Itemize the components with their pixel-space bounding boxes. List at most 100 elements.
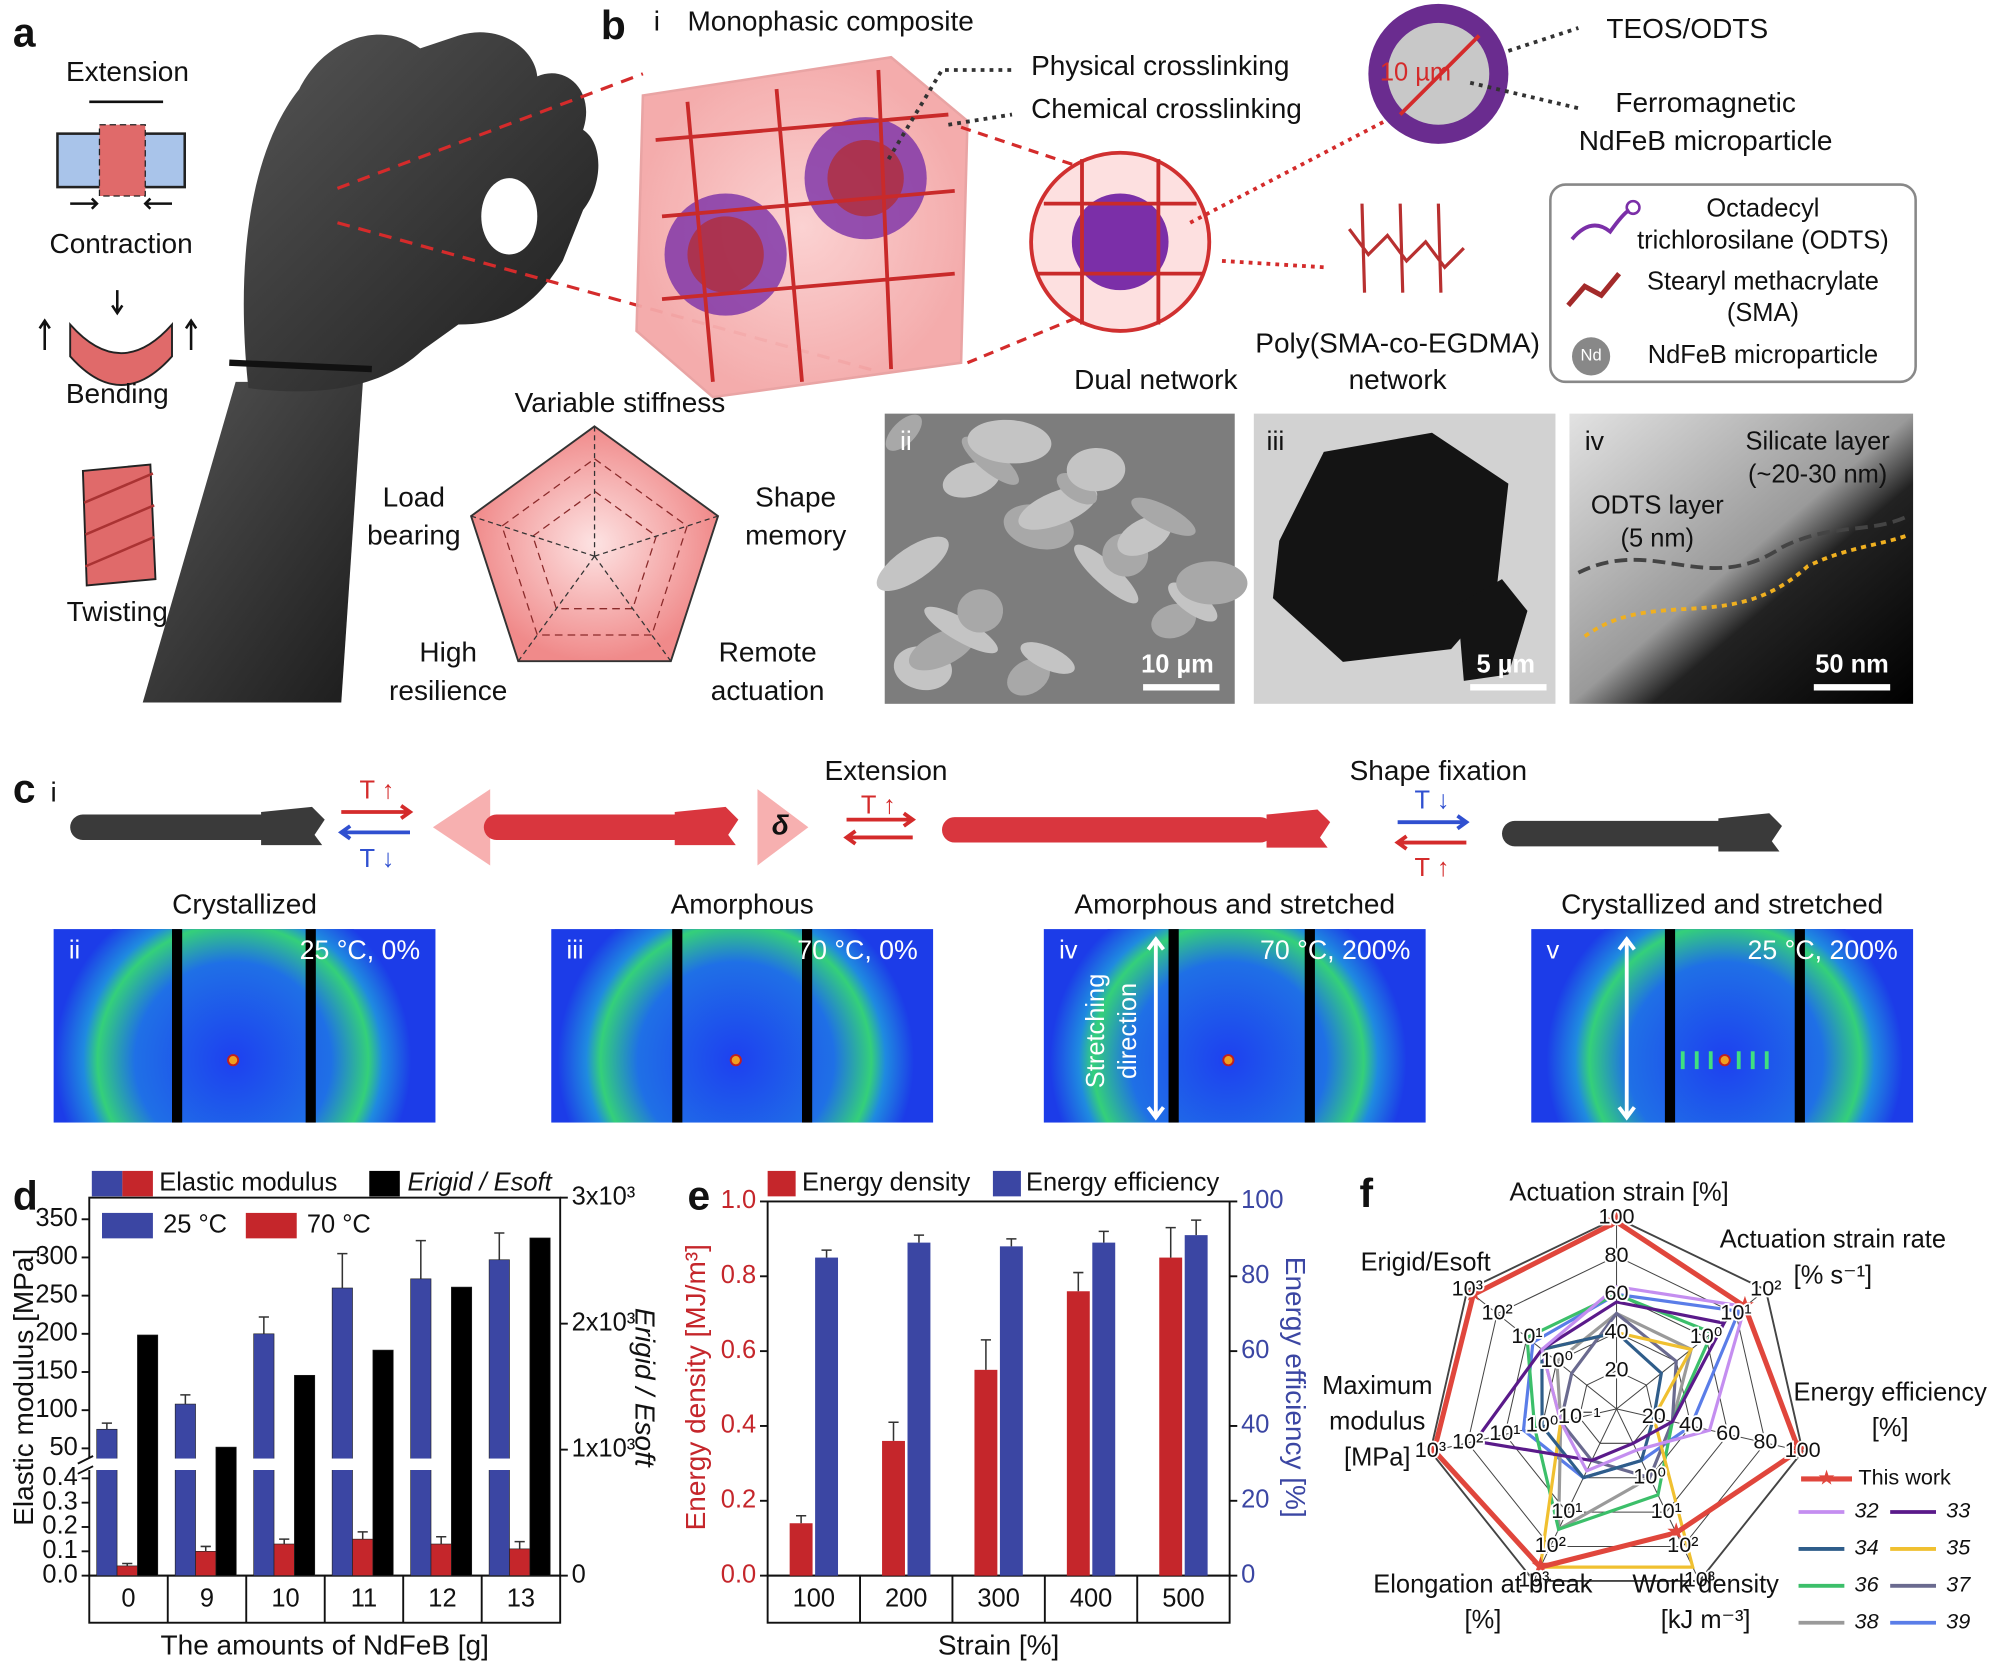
bar [815,1257,839,1576]
zoom-line [336,72,644,190]
y2-tick-label: 2x10³ [572,1308,636,1336]
y-tick-label: 0.2 [721,1486,756,1514]
radar-series [1540,1285,1747,1473]
pentagon-spoke [594,555,672,662]
pentagon-spoke [517,555,596,662]
twisting-icon [81,463,157,587]
bar [1092,1242,1116,1576]
x-tick-label: 12 [428,1585,456,1613]
label: (~20-30 nm) [1748,461,1887,489]
polymer-icon [1348,203,1465,293]
zoom-line [337,221,879,374]
label: ODTS layer [1591,491,1724,519]
legend-swatch [767,1170,796,1197]
y-tick-label: 0.8 [721,1261,756,1289]
scale-label: 10 µm [1141,650,1214,678]
radar-axis-label: [%] [1872,1414,1909,1442]
error-bar [337,1252,348,1288]
radar-tick-label: 10⁻¹ [1558,1403,1601,1428]
error-bar [514,1540,525,1549]
radar-series [1525,1292,1715,1532]
y-tick-label: 0.4 [721,1411,756,1439]
legend-label: Energy density [802,1168,971,1196]
legend-label: Erigid / Esoft [407,1168,552,1196]
legend-label: 38 [1855,1608,1879,1633]
hand-shape [1718,813,1782,852]
radar-axis-label: Elongation at break [1373,1571,1592,1599]
y2-tick-label: 1x10³ [572,1434,636,1462]
bar [410,1278,432,1576]
pentagon-spoke [470,515,595,557]
diffraction-streak [1680,1051,1685,1070]
condition: 70 °C, 0% [797,935,918,965]
star-marker: ★ [1530,1552,1551,1578]
y-tick-label: 0.3 [42,1487,77,1515]
sem-grain [957,589,1004,633]
radar-tick-label: 10¹ [1489,1420,1520,1445]
bar [174,1403,196,1576]
radar-series [1472,1300,1727,1463]
panel-label: d [13,1173,38,1219]
radar-tick-label: 10² [1452,1429,1483,1454]
radar-tick-label: 10⁰ [1633,1463,1666,1488]
radar-tick-label: 10³ [1452,1276,1483,1301]
bar [451,1286,473,1576]
y-tick-label: 0.1 [42,1536,77,1564]
error-bar [122,1562,133,1566]
bar [882,1440,905,1576]
beam-center [1222,1054,1235,1067]
arm [70,814,274,840]
hand-shape [1266,809,1331,848]
star-marker: ★ [1463,1280,1484,1306]
error-bar [415,1239,426,1279]
bar [294,1374,316,1576]
label: resilience [389,675,507,706]
diffraction-streak [1708,1051,1713,1070]
radar-ring [1578,1370,1655,1444]
beam-stop [1664,929,1676,1123]
radar-tick-label: 10¹ [1720,1299,1751,1324]
label: Octadecyl [1706,195,1819,223]
y-tick-label: 1.0 [721,1186,756,1214]
radar-tick-label: 10² [1667,1532,1698,1557]
label: δ [772,810,790,841]
x-tick-label: 300 [977,1585,1019,1613]
particle-callouts [1469,26,1579,111]
y2-tick-label: 100 [1241,1186,1283,1214]
sem-grain [1007,658,1050,696]
radar-tick-label: 10² [1482,1299,1513,1324]
sem-grain [1056,472,1098,505]
sem-grain [885,414,922,451]
bending-arrows [38,290,198,350]
forearm [142,381,363,703]
image-numeral: ii [69,937,80,965]
legend-label: 70 °C [307,1210,371,1238]
radar-tick-label: 10³ [1518,1567,1549,1592]
dotted-link [1189,112,1399,270]
error-bar [494,1232,505,1260]
bar [137,1334,159,1576]
label: Crystallized [172,889,317,920]
x-tick-label: 10 [271,1585,299,1613]
bar [195,1550,217,1576]
bar [509,1548,531,1576]
label: T ↓ [359,845,394,873]
label: bearing [367,519,460,550]
radar-tick-label: 10³ [1415,1437,1446,1462]
hand [243,32,599,392]
radar-tick-label: 20 [1642,1403,1666,1428]
label: Extension [825,755,948,786]
dual-network-mesh [1037,159,1203,325]
y-tick-label: 350 [35,1204,77,1232]
label: TEOS/ODTS [1606,13,1768,44]
bar [974,1369,998,1576]
arrow [1394,834,1467,851]
panel-label: c [13,765,36,811]
legend-label: 37 [1946,1572,1971,1597]
stretch-arrow [1146,936,1165,1121]
label: Nd [1581,346,1602,365]
sem-grain [1074,544,1139,604]
x-tick-label: 11 [351,1585,377,1613]
label: Extension [66,56,189,87]
